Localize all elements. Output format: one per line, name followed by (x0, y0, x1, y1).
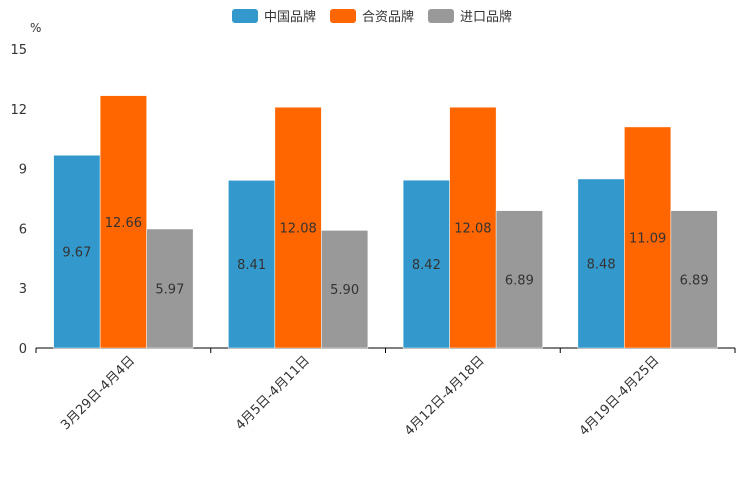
x-tick-label: 3月29日-4月4日 (58, 353, 138, 433)
bar (449, 106, 497, 349)
legend-swatch-domestic (231, 8, 258, 23)
bar-value-label: 6.89 (505, 273, 534, 288)
bar-value-label: 5.90 (330, 283, 359, 298)
legend-item-imported[interactable]: 进口品牌 (428, 6, 512, 25)
legend-swatch-imported (428, 8, 454, 23)
x-tick-label: 4月19日-4月25日 (577, 353, 663, 439)
bar (624, 126, 672, 349)
bar (402, 179, 450, 349)
bar (228, 180, 276, 349)
bar (53, 154, 101, 349)
y-tick-label: 6 (19, 222, 27, 237)
y-axis-unit: % (30, 21, 42, 35)
bar (274, 106, 322, 349)
bar-value-label: 6.89 (680, 273, 709, 288)
legend-swatch-joint-venture (329, 8, 356, 23)
legend-label-imported: 进口品牌 (460, 10, 513, 25)
bar-value-label: 12.08 (454, 222, 491, 237)
y-tick-label: 9 (19, 163, 27, 178)
bar-value-label: 8.41 (237, 258, 266, 273)
bar-value-label: 9.67 (62, 246, 91, 261)
legend-label-joint-venture: 合资品牌 (361, 10, 414, 25)
bar-value-label: 12.66 (105, 216, 142, 231)
bar (321, 230, 369, 349)
y-tick-label: 12 (10, 103, 27, 118)
bar-value-label: 5.97 (155, 282, 184, 297)
y-tick-label: 0 (19, 342, 27, 357)
legend-item-joint-venture[interactable]: 合资品牌 (329, 6, 414, 25)
x-tick-label: 4月12日-4月18日 (402, 353, 488, 439)
x-tick-label: 4月5日-4月11日 (233, 353, 313, 433)
bar (577, 178, 625, 349)
bar (670, 210, 718, 349)
legend-item-domestic[interactable]: 中国品牌 (231, 6, 316, 25)
bar (99, 95, 147, 349)
bar (146, 228, 194, 349)
y-tick-label: 3 (19, 282, 27, 297)
bar (495, 210, 543, 349)
bar-value-label: 8.42 (412, 258, 441, 273)
bar-value-label: 12.08 (280, 222, 317, 237)
legend: 中国品牌 合资品牌 进口品牌 (0, 6, 744, 25)
bar-value-label: 8.48 (587, 257, 616, 272)
legend-label-domestic: 中国品牌 (263, 10, 316, 25)
y-tick-label: 15 (10, 43, 27, 58)
bar-value-label: 11.09 (629, 231, 666, 246)
